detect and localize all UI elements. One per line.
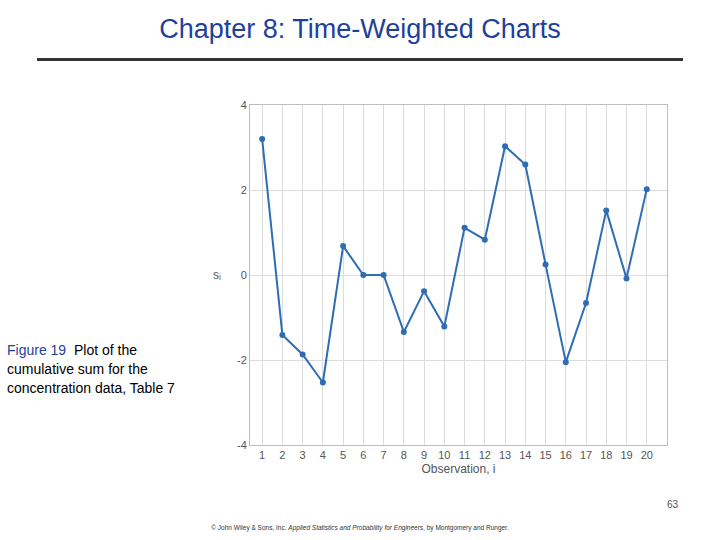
svg-text:20: 20 [641, 449, 653, 461]
svg-text:-2: -2 [237, 354, 247, 366]
svg-text:6: 6 [360, 449, 366, 461]
svg-text:8: 8 [401, 449, 407, 461]
html-text:Figure 19: Figure 19 [7, 342, 67, 358]
svg-text:17: 17 [580, 449, 592, 461]
svg-text:10: 10 [438, 449, 450, 461]
html-text:© John Wiley & Sons, Inc. Appl: © John Wiley & Sons, Inc. Applied Statis… [211, 524, 509, 531]
svg-text:sᵢ: sᵢ [213, 268, 221, 282]
svg-text:2: 2 [241, 184, 247, 196]
svg-text:14: 14 [519, 449, 531, 461]
svg-text:0: 0 [241, 269, 247, 281]
html-text:63: 63 [666, 499, 678, 510]
svg-text:5: 5 [340, 449, 346, 461]
svg-text:2: 2 [279, 449, 285, 461]
svg-text:1: 1 [259, 449, 265, 461]
html-text:Chapter 8: Time-Weighted Chart: Chapter 8: Time-Weighted Charts [159, 14, 561, 44]
svg-text:15: 15 [539, 449, 551, 461]
svg-text:18: 18 [600, 449, 612, 461]
html-text:Plot of the cumulative sum for: Plot of the cumulative sum for the conce… [7, 342, 175, 396]
svg-text:4: 4 [320, 449, 326, 461]
svg-text:9: 9 [421, 449, 427, 461]
svg-text:12: 12 [479, 449, 491, 461]
svg-text:7: 7 [381, 449, 387, 461]
svg-text:19: 19 [620, 449, 632, 461]
svg-text:4: 4 [241, 99, 247, 111]
svg-text:Observation, i: Observation, i [421, 462, 495, 476]
svg-text:13: 13 [499, 449, 511, 461]
svg-text:3: 3 [300, 449, 306, 461]
svg-text:16: 16 [560, 449, 572, 461]
svg-text:11: 11 [459, 449, 470, 461]
svg-text:-4: -4 [237, 439, 247, 451]
